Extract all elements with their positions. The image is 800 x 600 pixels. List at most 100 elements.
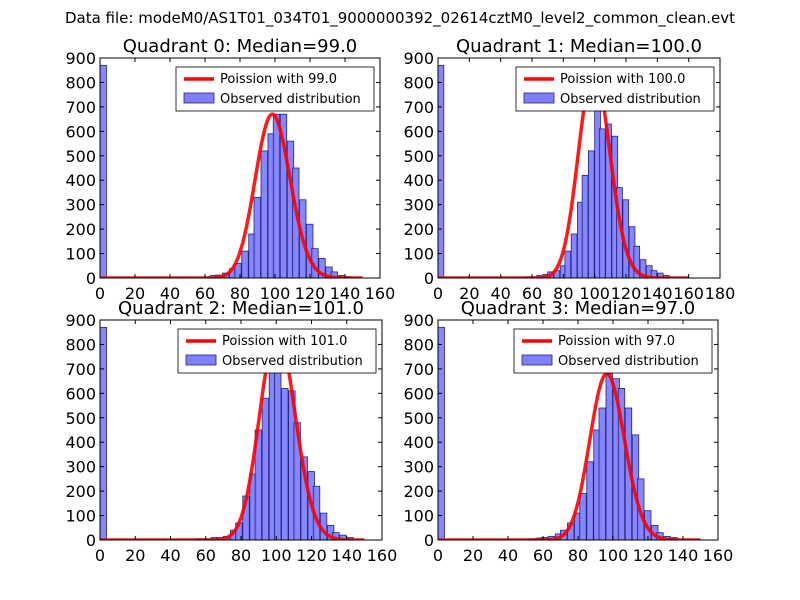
histogram-bar <box>586 461 594 540</box>
y-tick-label: 700 <box>65 98 96 117</box>
legend-label-observed: Observed distribution <box>220 92 361 107</box>
x-tick-label: 40 <box>498 546 518 565</box>
x-tick-label: 100 <box>260 284 291 303</box>
x-tick-label: 100 <box>598 546 629 565</box>
histogram-bar <box>598 407 606 540</box>
y-tick-label: 900 <box>403 311 434 330</box>
x-tick-label: 100 <box>261 546 292 565</box>
x-tick-label: 60 <box>195 284 215 303</box>
x-tick-label: 80 <box>231 546 251 565</box>
x-tick-label: 160 <box>673 284 704 303</box>
x-tick-label: 80 <box>568 546 588 565</box>
histogram-bar <box>564 250 572 278</box>
y-tick-label: 100 <box>65 507 96 526</box>
x-tick-label: 0 <box>433 546 443 565</box>
histogram-bar <box>100 64 107 278</box>
poisson-curve <box>100 330 365 540</box>
x-tick-label: 20 <box>125 284 145 303</box>
legend: Poission with 99.0 Observed distribution <box>175 66 375 112</box>
x-tick-label: 0 <box>95 546 105 565</box>
histogram-bar <box>272 113 281 278</box>
y-tick-label: 200 <box>65 220 96 239</box>
legend-frame <box>177 328 377 374</box>
x-tick-label: 80 <box>553 284 573 303</box>
subplot-quadrant-3: 0 20 40 60 80 100 120 140 1600100200300400500600… <box>403 298 733 565</box>
x-tick-label: 20 <box>125 546 145 565</box>
legend-frame <box>515 66 715 112</box>
x-tick-label: 0 <box>433 284 443 303</box>
y-tick-label: 400 <box>403 433 434 452</box>
y-tick-label: 0 <box>86 531 96 550</box>
y-tick-label: 800 <box>403 335 434 354</box>
histogram-bar <box>318 258 326 278</box>
x-tick-label: 140 <box>668 546 699 565</box>
y-tick-label: 900 <box>403 49 434 68</box>
x-tick-label: 60 <box>533 546 553 565</box>
y-tick-label: 500 <box>403 409 434 428</box>
x-tick-label: 140 <box>642 284 673 303</box>
y-tick-label: 100 <box>403 245 434 264</box>
subplot-title: Quadrant 1: Median=100.0 <box>456 36 702 57</box>
x-tick-label: 40 <box>160 546 180 565</box>
histogram-bar <box>438 326 445 540</box>
x-tick-label: 40 <box>490 284 510 303</box>
poisson-curve <box>438 68 689 278</box>
y-tick-label: 600 <box>65 122 96 141</box>
legend-patch-swatch <box>185 354 217 366</box>
legend-label-poisson: Poission with 97.0 <box>558 334 675 349</box>
x-tick-label: 140 <box>330 284 361 303</box>
histogram-bar <box>300 456 308 540</box>
y-tick-label: 100 <box>403 507 434 526</box>
poisson-curve <box>100 112 363 278</box>
legend: Poission with 101.0 Observed distribution <box>177 328 377 374</box>
y-tick-label: 400 <box>403 171 434 190</box>
legend-label-poisson: Poission with 99.0 <box>220 72 337 87</box>
legend-frame <box>175 66 375 112</box>
y-tick-label: 500 <box>65 409 96 428</box>
histogram-bar <box>438 64 445 278</box>
x-tick-label: 140 <box>331 546 362 565</box>
histogram-bar <box>279 113 288 278</box>
histogram-bar <box>598 128 606 278</box>
y-tick-label: 0 <box>424 269 434 288</box>
x-tick-label: 60 <box>522 284 542 303</box>
y-tick-label: 900 <box>65 49 96 68</box>
x-tick-label: 120 <box>296 546 327 565</box>
x-tick-label: 180 <box>705 284 736 303</box>
y-tick-label: 600 <box>403 384 434 403</box>
legend-label-poisson: Poission with 100.0 <box>560 72 685 87</box>
y-tick-label: 200 <box>403 482 434 501</box>
y-tick-label: 800 <box>403 73 434 92</box>
histogram-bar <box>261 397 270 540</box>
histogram-bars <box>100 64 352 278</box>
y-tick-label: 300 <box>65 196 96 215</box>
legend-label-observed: Observed distribution <box>222 354 363 369</box>
figure-suptitle: Data file: modeM0/AS1T01_034T01_90000003… <box>65 9 735 28</box>
y-tick-label: 800 <box>65 73 96 92</box>
histogram-bar <box>570 233 578 278</box>
histogram-bar <box>100 326 107 540</box>
poisson-curve <box>438 372 701 540</box>
subplot-quadrant-2: 0 20 40 60 80 100 120 140 1600100200300400500600… <box>65 298 397 565</box>
legend-label-poisson: Poission with 101.0 <box>222 334 347 349</box>
x-tick-label: 20 <box>459 284 479 303</box>
x-tick-label: 120 <box>295 284 326 303</box>
legend: Poission with 100.0 Observed distribution <box>515 66 715 112</box>
y-tick-label: 200 <box>403 220 434 239</box>
x-tick-label: 0 <box>95 284 105 303</box>
legend-patch-swatch <box>521 354 553 366</box>
x-tick-label: 80 <box>230 284 250 303</box>
y-tick-label: 0 <box>424 531 434 550</box>
subplot-quadrant-0: 0 20 40 60 80 100 120 140 1600100200300400500600… <box>65 36 395 303</box>
x-tick-label: 100 <box>579 284 610 303</box>
y-tick-label: 800 <box>65 335 96 354</box>
histogram-bar <box>253 196 261 278</box>
x-tick-label: 160 <box>367 546 398 565</box>
histogram-bar <box>639 259 647 278</box>
subplot-quadrant-1: 0 20 40 60 80 100 120 140 160 1800100200300400500… <box>403 36 735 303</box>
x-tick-label: 120 <box>611 284 642 303</box>
x-tick-label: 120 <box>633 546 664 565</box>
x-tick-label: 160 <box>365 284 396 303</box>
legend-patch-swatch <box>183 92 215 104</box>
